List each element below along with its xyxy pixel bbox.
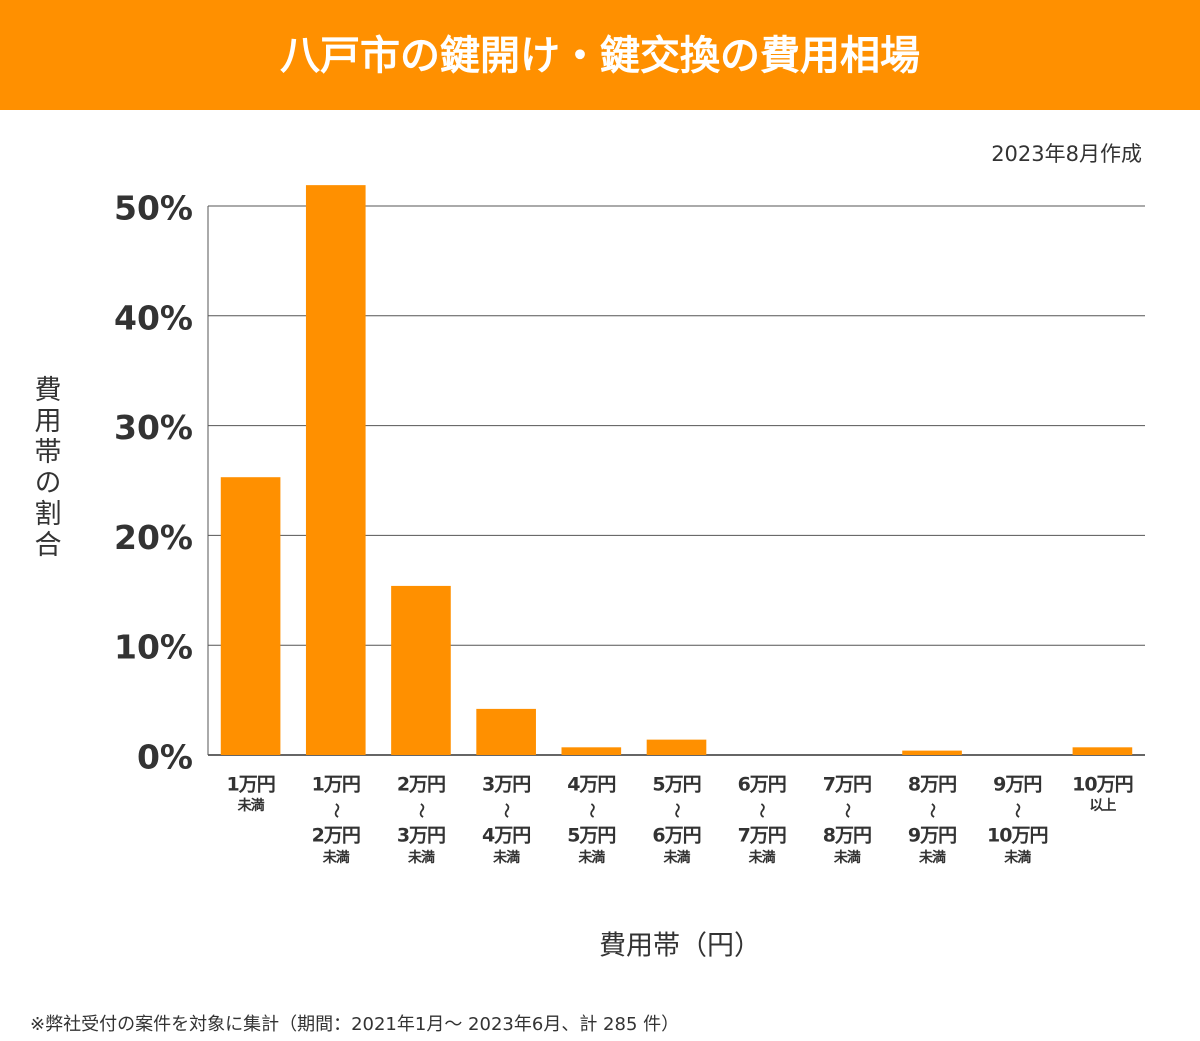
x-tick-label: 〜 [1009, 803, 1027, 818]
x-tick-label: 〜 [327, 803, 345, 818]
x-tick-label: 〜 [753, 803, 771, 818]
x-tick-label: 〜 [498, 803, 516, 818]
x-tick-label: 未満 [1004, 849, 1031, 866]
x-tick-label: 未満 [664, 849, 691, 866]
y-axis-label: 費用帯の割合 [30, 375, 62, 561]
x-tick-label: 〜 [668, 803, 686, 818]
bar [902, 750, 962, 755]
x-tick-label: 未満 [578, 849, 605, 866]
subtitle: 2023年8月作成 [991, 142, 1142, 166]
x-tick-label: 4万円 [482, 825, 530, 847]
x-tick-label: 2万円 [397, 774, 445, 796]
x-tick-label: 〜 [838, 803, 856, 818]
x-tick-label: 1万円 [312, 774, 360, 796]
x-axis-label: 費用帯（円） [599, 931, 761, 962]
bar [220, 477, 281, 755]
bar [305, 185, 366, 755]
y-tick-label: 30% [114, 408, 193, 447]
x-tick-label: 〜 [583, 803, 601, 818]
x-tick-label: 〜 [924, 803, 942, 818]
x-tick-label: 8万円 [823, 825, 871, 847]
x-tick-label: 6万円 [738, 774, 786, 796]
bar [1072, 747, 1133, 755]
x-tick-label: 1万円 [226, 774, 274, 796]
x-tick-label: 9万円 [993, 774, 1041, 796]
y-tick-label: 20% [114, 518, 193, 557]
y-tick-label: 40% [114, 298, 193, 337]
x-tick-label: 未満 [919, 849, 946, 866]
x-tick-label: 5万円 [567, 825, 615, 847]
chart-title: 八戸市の鍵開け・鍵交換の費用相場 [280, 33, 920, 79]
x-tick-label: 4万円 [567, 774, 615, 796]
bar [391, 585, 451, 755]
x-tick-label: 10万円 [987, 825, 1047, 847]
x-tick-label: 未満 [238, 797, 265, 814]
x-tick-label: 9万円 [908, 825, 956, 847]
x-tick-label: 7万円 [823, 774, 871, 796]
bar [646, 739, 707, 755]
x-tick-label: 未満 [323, 849, 350, 866]
footnote: ※弊社受付の案件を対象に集計（期間：2021年1月～ 2023年6月、計 285… [30, 1014, 679, 1035]
x-tick-label: 7万円 [738, 825, 786, 847]
y-tick-label: 0% [137, 738, 193, 777]
y-tick-label: 10% [114, 628, 193, 667]
x-tick-label: 8万円 [908, 774, 956, 796]
x-tick-label: 3万円 [482, 774, 530, 796]
x-tick-label: 10万円 [1072, 774, 1132, 796]
x-tick-label: 6万円 [652, 825, 700, 847]
x-tick-label: 未満 [834, 849, 861, 866]
bar [561, 747, 622, 755]
x-tick-label: 未満 [493, 849, 520, 866]
y-tick-label: 50% [114, 189, 193, 228]
x-tick-label: 未満 [749, 849, 776, 866]
x-tick-label: 未満 [408, 849, 435, 866]
x-tick-label: 2万円 [312, 825, 360, 847]
x-tick-label: 以上 [1089, 798, 1116, 814]
bar [476, 708, 536, 755]
x-tick-label: 5万円 [652, 774, 700, 796]
x-tick-label: 3万円 [397, 825, 445, 847]
header-bar [0, 0, 1200, 110]
x-tick-label: 〜 [412, 803, 430, 818]
